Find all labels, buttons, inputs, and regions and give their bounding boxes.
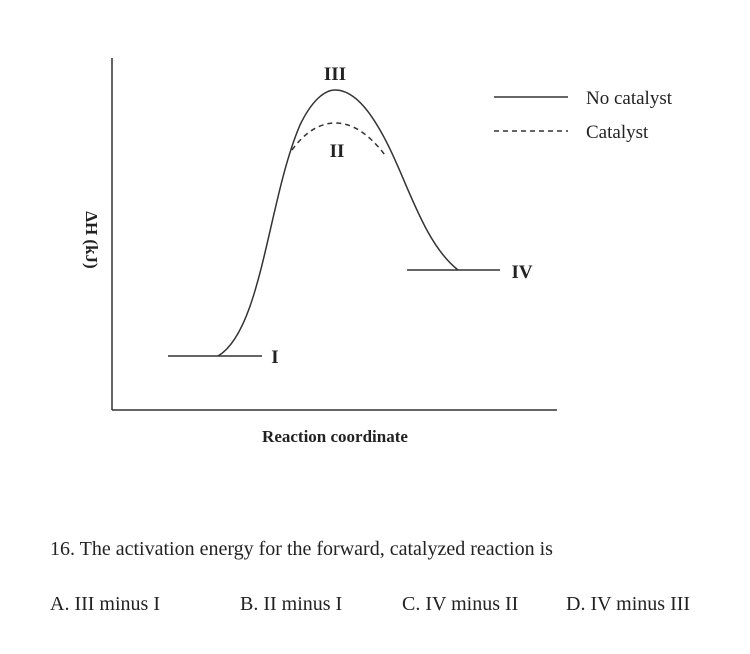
label-IV: IV <box>511 262 532 283</box>
choice-c[interactable]: C. IV minus II <box>402 593 519 615</box>
label-II: II <box>330 141 345 162</box>
catalyst-curve <box>291 122 386 156</box>
choice-b[interactable]: B. II minus I <box>240 593 343 615</box>
x-axis-label: Reaction coordinate <box>262 427 408 446</box>
choice-a[interactable]: A. III minus I <box>50 593 160 615</box>
legend-no-catalyst-label: No catalyst <box>586 88 673 109</box>
label-I: I <box>271 347 278 368</box>
legend-catalyst-label: Catalyst <box>586 122 649 143</box>
label-III: III <box>324 64 346 85</box>
energy-profile-diagram: III II I IV Reaction coordinate ΔH (kJ) … <box>82 58 673 446</box>
y-axis-label: ΔH (kJ) <box>82 211 101 268</box>
no-catalyst-curve <box>217 89 459 357</box>
choice-d[interactable]: D. IV minus III <box>566 593 691 615</box>
question-text: 16. The activation energy for the forwar… <box>50 538 553 560</box>
